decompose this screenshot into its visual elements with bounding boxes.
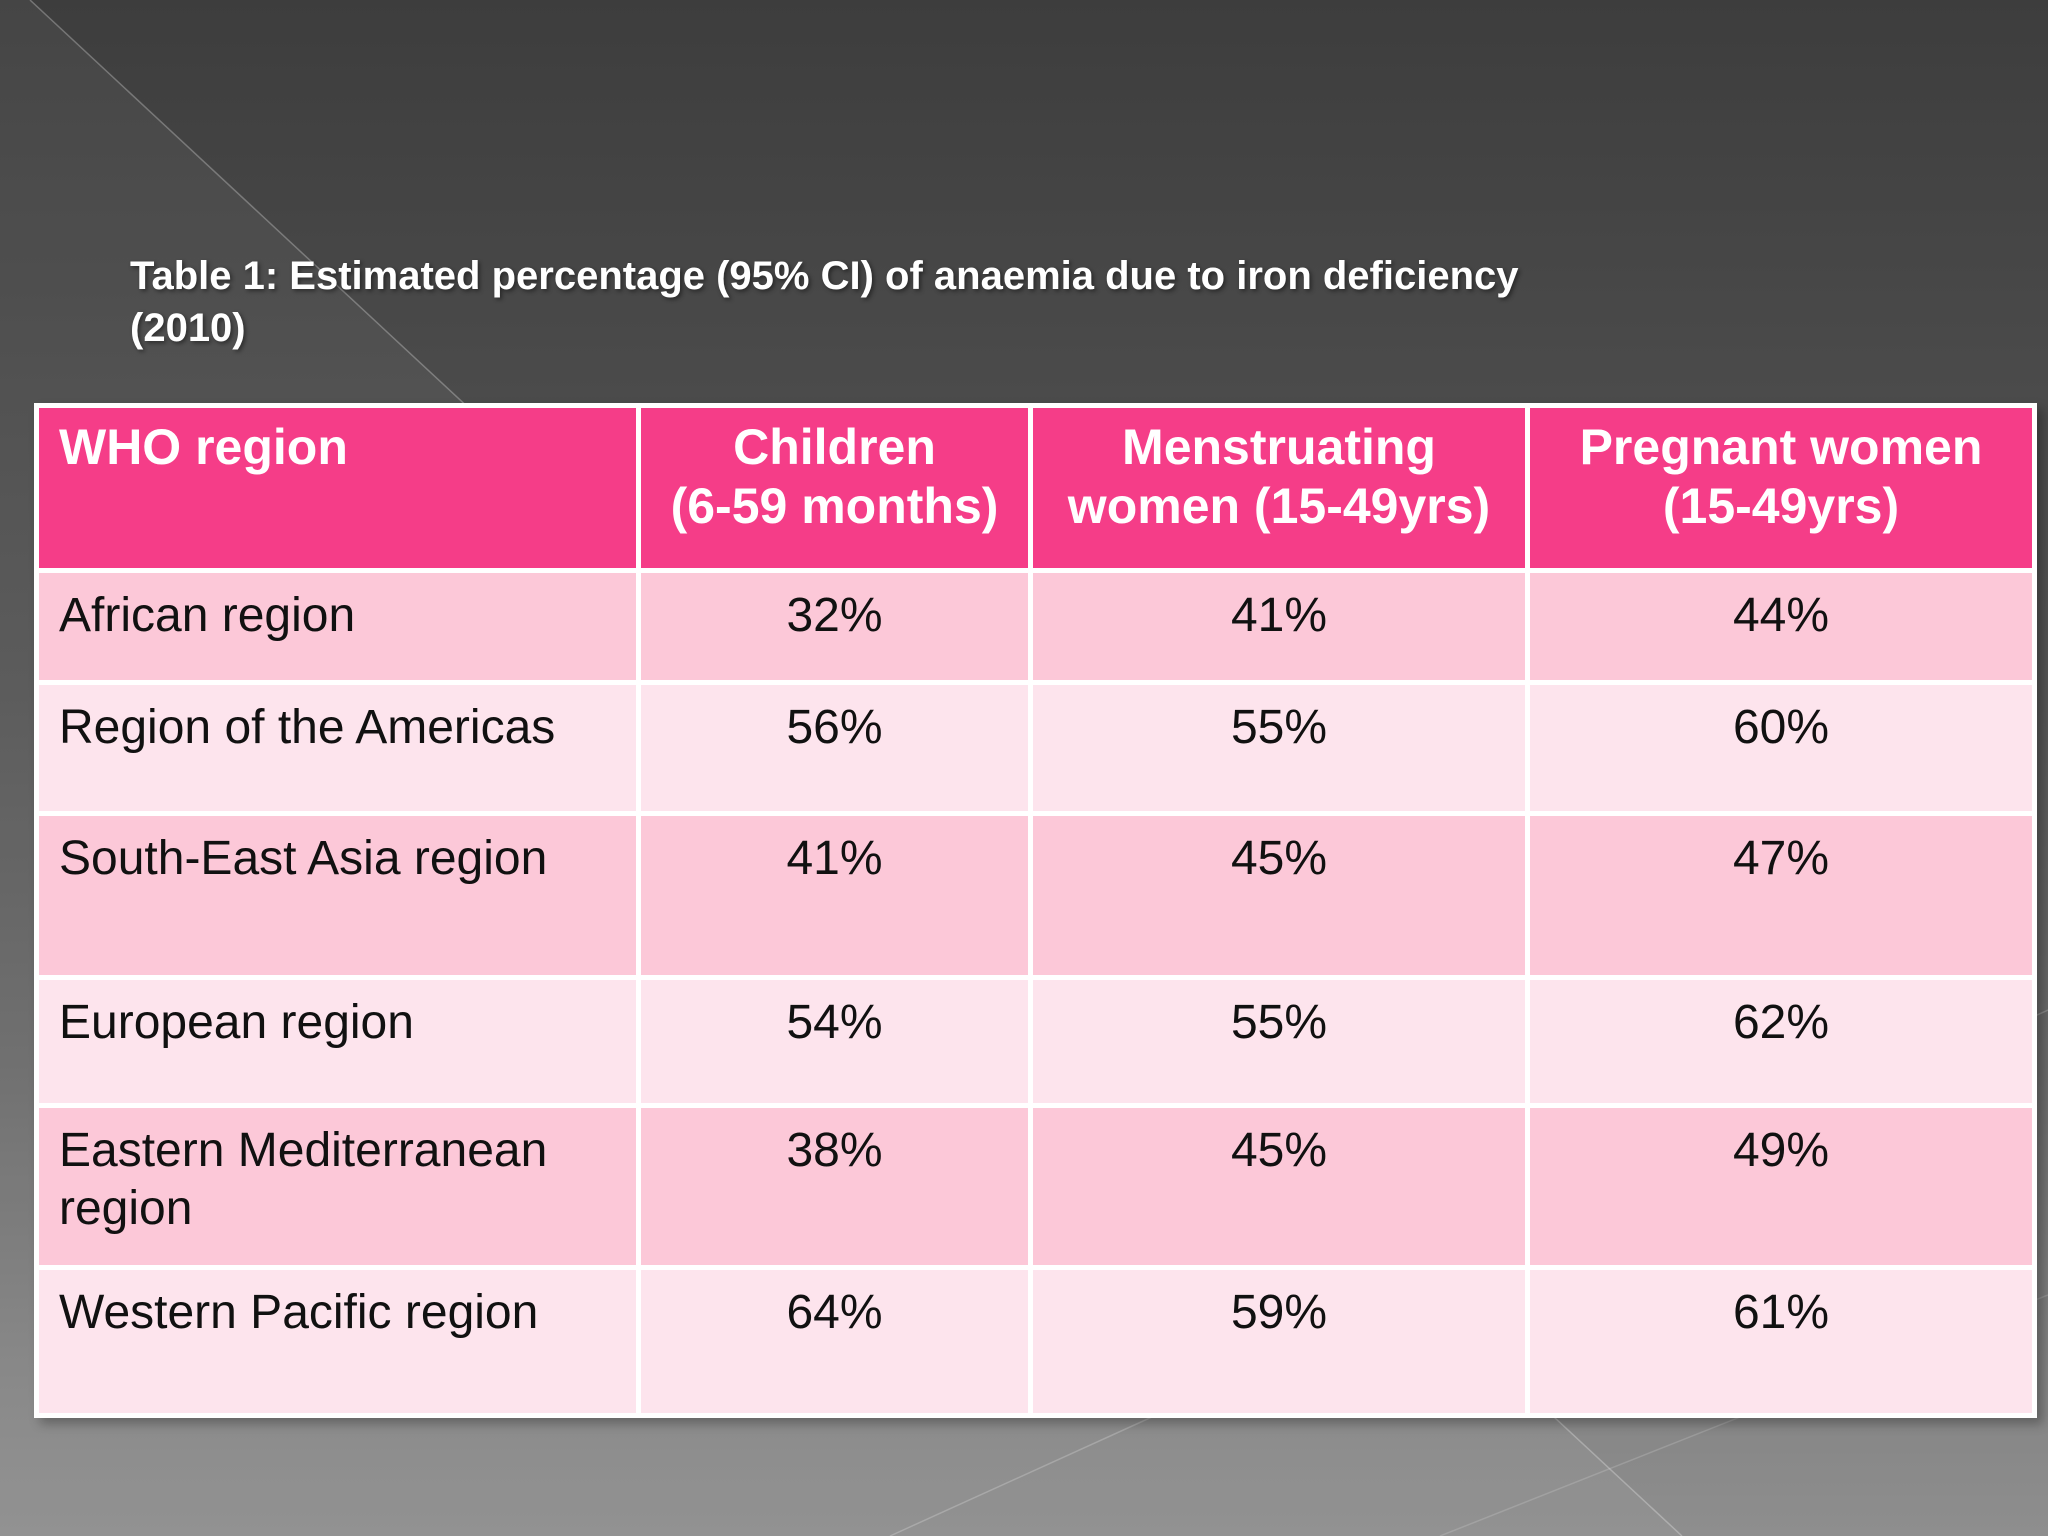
value-cell: 47% <box>1530 816 2032 975</box>
value-cell: 55% <box>1033 980 1525 1103</box>
header-line: WHO region <box>59 419 348 475</box>
value-cell: 41% <box>1033 573 1525 680</box>
anaemia-table: WHO region Children (6-59 months) Menstr… <box>34 403 2037 1418</box>
value-cell: 55% <box>1033 685 1525 811</box>
value-cell: 45% <box>1033 1108 1525 1265</box>
table-body: African region 32% 41% 44% Region of the… <box>39 573 2032 1413</box>
region-cell: Region of the Americas <box>39 685 636 811</box>
column-header-pregnant-women: Pregnant women (15-49yrs) <box>1530 408 2032 568</box>
region-cell: European region <box>39 980 636 1103</box>
header-line: Menstruating <box>1122 419 1436 475</box>
value-cell: 32% <box>641 573 1028 680</box>
header-line: (6-59 months) <box>670 478 999 534</box>
table-row: Western Pacific region 64% 59% 61% <box>39 1270 2032 1413</box>
header-line: (15-49yrs) <box>1662 478 1900 534</box>
header-row: WHO region Children (6-59 months) Menstr… <box>39 408 2032 568</box>
table-row: South-East Asia region 41% 45% 47% <box>39 816 2032 975</box>
value-cell: 45% <box>1033 816 1525 975</box>
slide-title: Table 1: Estimated percentage (95% CI) o… <box>130 254 1519 350</box>
value-cell: 61% <box>1530 1270 2032 1413</box>
region-cell: South-East Asia region <box>39 816 636 975</box>
header-line: Pregnant women <box>1579 419 1983 475</box>
value-cell: 62% <box>1530 980 2032 1103</box>
value-cell: 56% <box>641 685 1028 811</box>
column-header-who-region: WHO region <box>39 408 636 568</box>
table-row: African region 32% 41% 44% <box>39 573 2032 680</box>
value-cell: 54% <box>641 980 1028 1103</box>
header-line: women (15-49yrs) <box>1067 478 1491 534</box>
table-row: Region of the Americas 56% 55% 60% <box>39 685 2032 811</box>
region-cell: Eastern Mediterranean region <box>39 1108 636 1265</box>
value-cell: 59% <box>1033 1270 1525 1413</box>
value-cell: 44% <box>1530 573 2032 680</box>
value-cell: 38% <box>641 1108 1028 1265</box>
table-row: European region 54% 55% 62% <box>39 980 2032 1103</box>
value-cell: 64% <box>641 1270 1028 1413</box>
table-row: Eastern Mediterranean region 38% 45% 49% <box>39 1108 2032 1265</box>
column-header-children: Children (6-59 months) <box>641 408 1028 568</box>
header-line: Children <box>733 419 936 475</box>
value-cell: 41% <box>641 816 1028 975</box>
value-cell: 60% <box>1530 685 2032 811</box>
column-header-menstruating-women: Menstruating women (15-49yrs) <box>1033 408 1525 568</box>
region-cell: African region <box>39 573 636 680</box>
region-cell: Western Pacific region <box>39 1270 636 1413</box>
value-cell: 49% <box>1530 1108 2032 1265</box>
table-header: WHO region Children (6-59 months) Menstr… <box>39 408 2032 568</box>
